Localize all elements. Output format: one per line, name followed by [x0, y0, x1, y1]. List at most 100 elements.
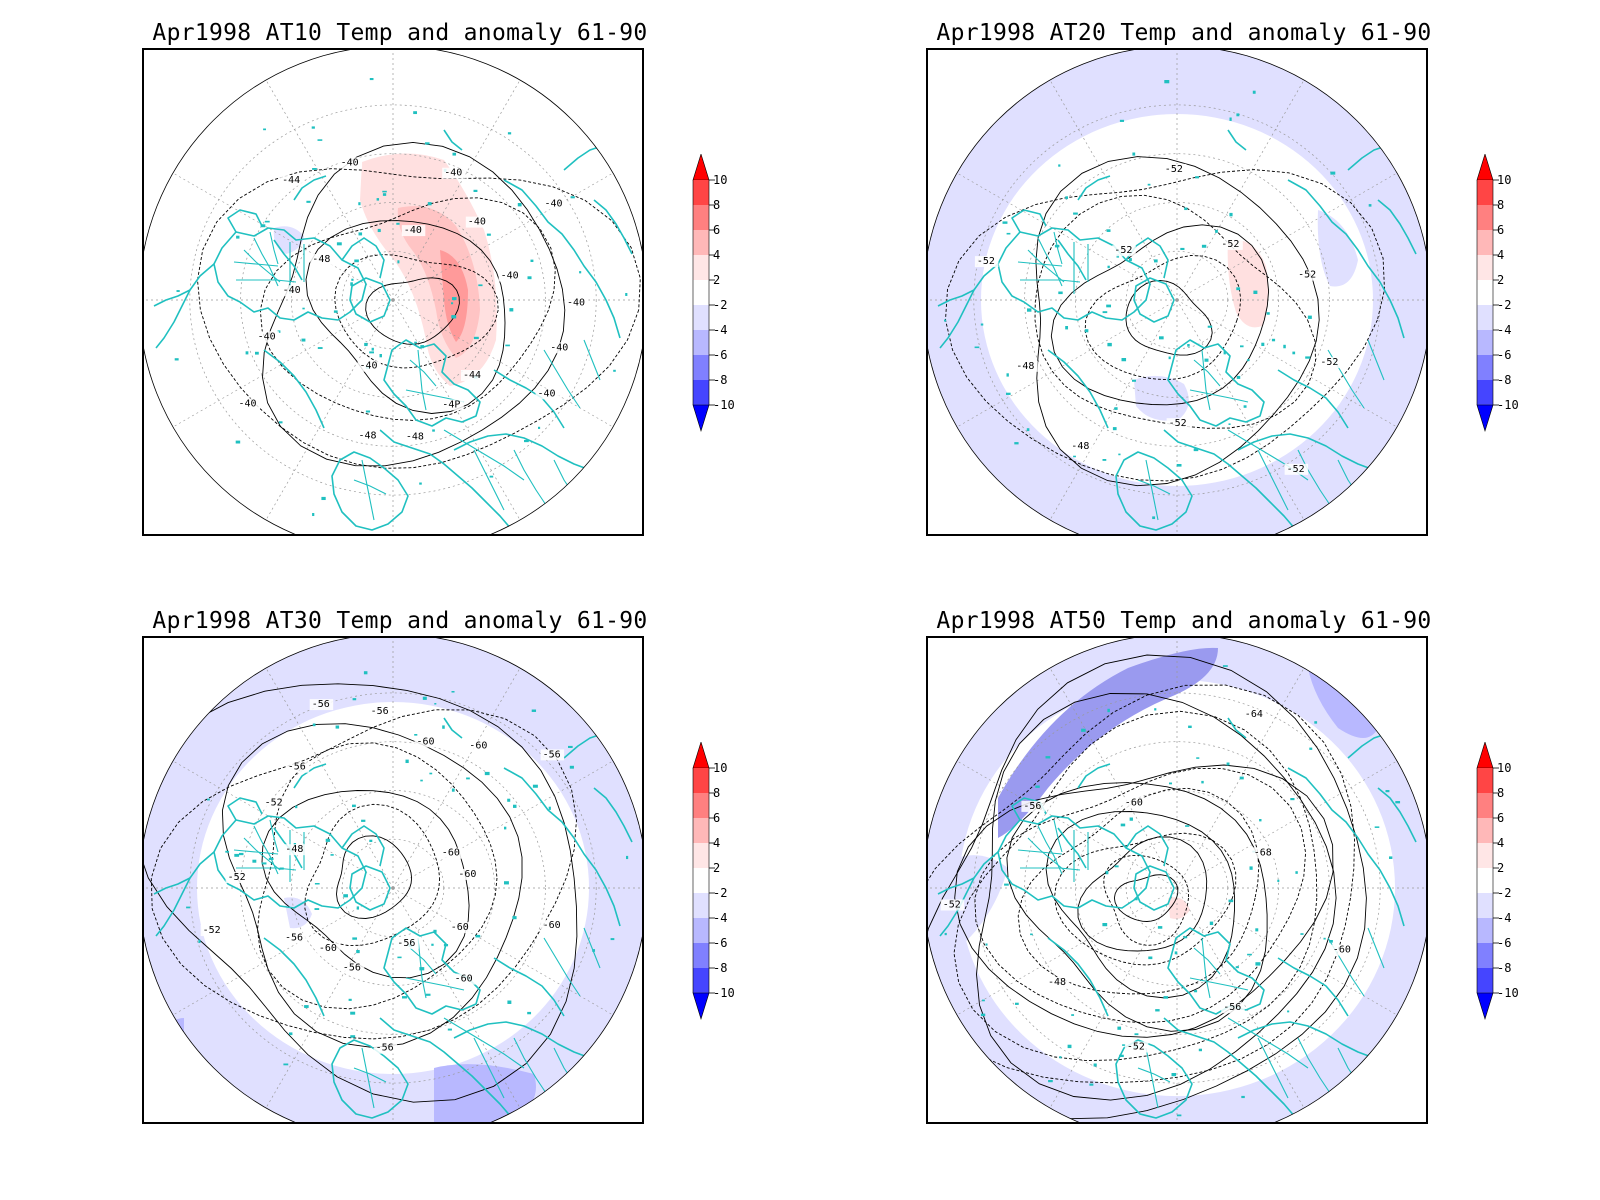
- country-border: [1145, 1047, 1159, 1109]
- island: [245, 351, 249, 355]
- island: [1247, 359, 1250, 362]
- contour-label: -40: [545, 199, 563, 210]
- country-border: [473, 1037, 505, 1099]
- island: [538, 426, 541, 429]
- coastline: [155, 263, 215, 349]
- meridian-line: [172, 299, 394, 428]
- anomaly-warm: [1227, 239, 1269, 328]
- island: [517, 203, 522, 207]
- country-border: [1020, 279, 1081, 283]
- island: [1180, 247, 1185, 251]
- coastline: [1377, 199, 1417, 255]
- island: [626, 855, 629, 860]
- island: [1188, 725, 1192, 729]
- island: [1195, 176, 1200, 179]
- island: [1249, 866, 1253, 870]
- meridian-line: [265, 299, 394, 521]
- colorbar-segment: [693, 380, 709, 405]
- panel-title: Apr1998 AT10 Temp and anomaly 61-90: [152, 20, 648, 46]
- island: [289, 1032, 293, 1036]
- island: [451, 691, 455, 693]
- island: [1253, 290, 1258, 294]
- colorbar-segment: [693, 768, 709, 793]
- contour-label: -52: [1287, 464, 1305, 475]
- country-border: [1227, 1017, 1309, 1069]
- colorbar-segment: [1477, 968, 1493, 993]
- island: [944, 932, 947, 936]
- coastline: [493, 369, 565, 429]
- colorbar-label: 4: [1497, 248, 1504, 262]
- colorbar-segment: [1477, 305, 1493, 330]
- island: [255, 351, 259, 355]
- colorbar-segment: [693, 305, 709, 330]
- country-border: [473, 449, 505, 511]
- island: [1159, 336, 1164, 340]
- island: [356, 950, 360, 954]
- island: [295, 805, 298, 809]
- island: [1134, 1033, 1139, 1036]
- island: [279, 867, 284, 870]
- colorbar-segment: [1477, 768, 1493, 793]
- island: [361, 819, 366, 822]
- island: [176, 290, 180, 292]
- map-content: -40 -40 -44 -4P -48 -48 -40 -40 -40 -40 -48 -44 -40 -…: [144, 50, 642, 534]
- island: [1226, 762, 1230, 766]
- coastline: [939, 263, 999, 349]
- country-border: [1189, 977, 1249, 991]
- island: [1107, 265, 1110, 269]
- colorbar-segment: [693, 180, 709, 205]
- contour-label: -52: [265, 797, 283, 808]
- island: [484, 771, 490, 776]
- island: [1106, 229, 1111, 232]
- island: [1183, 936, 1188, 939]
- colorbar-segment: [693, 968, 709, 993]
- meridian-line: [1049, 887, 1178, 1109]
- colorbar-label: 10: [713, 173, 727, 187]
- island: [1187, 344, 1190, 347]
- country-border: [583, 339, 601, 381]
- coastline: [1277, 369, 1349, 429]
- island: [434, 703, 437, 705]
- island: [252, 859, 257, 863]
- island: [1193, 448, 1199, 452]
- meridian-line: [956, 760, 1178, 889]
- island: [317, 347, 323, 349]
- island: [974, 346, 980, 349]
- contour-label: -60: [451, 922, 469, 933]
- colorbar-segment: [693, 793, 709, 818]
- anomaly-cold: [144, 1018, 184, 1108]
- meridian-line: [1176, 299, 1398, 428]
- contour-label: -56: [1023, 801, 1041, 812]
- coastline: [1227, 129, 1247, 151]
- contour-label: -40: [468, 217, 486, 228]
- colorbar-segment: [693, 943, 709, 968]
- contour-label: -40: [550, 342, 568, 353]
- country-border: [443, 429, 525, 481]
- colorbar-segment: [1477, 868, 1493, 893]
- island: [419, 967, 425, 971]
- island: [1106, 304, 1112, 308]
- meridian-line: [1049, 299, 1178, 521]
- anomaly-cold: [1308, 668, 1378, 738]
- colorbar-label: -4: [1497, 911, 1511, 925]
- island: [548, 806, 551, 810]
- meridian-line: [392, 299, 614, 428]
- colorbar-label: 8: [1497, 786, 1504, 800]
- island: [369, 78, 374, 81]
- island: [239, 852, 244, 856]
- contour-label: -56: [285, 933, 303, 944]
- island: [1368, 204, 1372, 207]
- island: [1006, 392, 1011, 395]
- country-border: [543, 937, 581, 997]
- island: [1330, 171, 1336, 175]
- island: [364, 342, 368, 347]
- island: [1184, 207, 1188, 211]
- contour-label: -56: [343, 963, 361, 974]
- island: [1305, 356, 1311, 359]
- island: [1236, 287, 1241, 291]
- latitude-circle: [1024, 153, 1330, 447]
- coastline: [1237, 433, 1375, 471]
- island: [610, 938, 615, 941]
- island: [1102, 311, 1108, 314]
- island: [382, 190, 387, 193]
